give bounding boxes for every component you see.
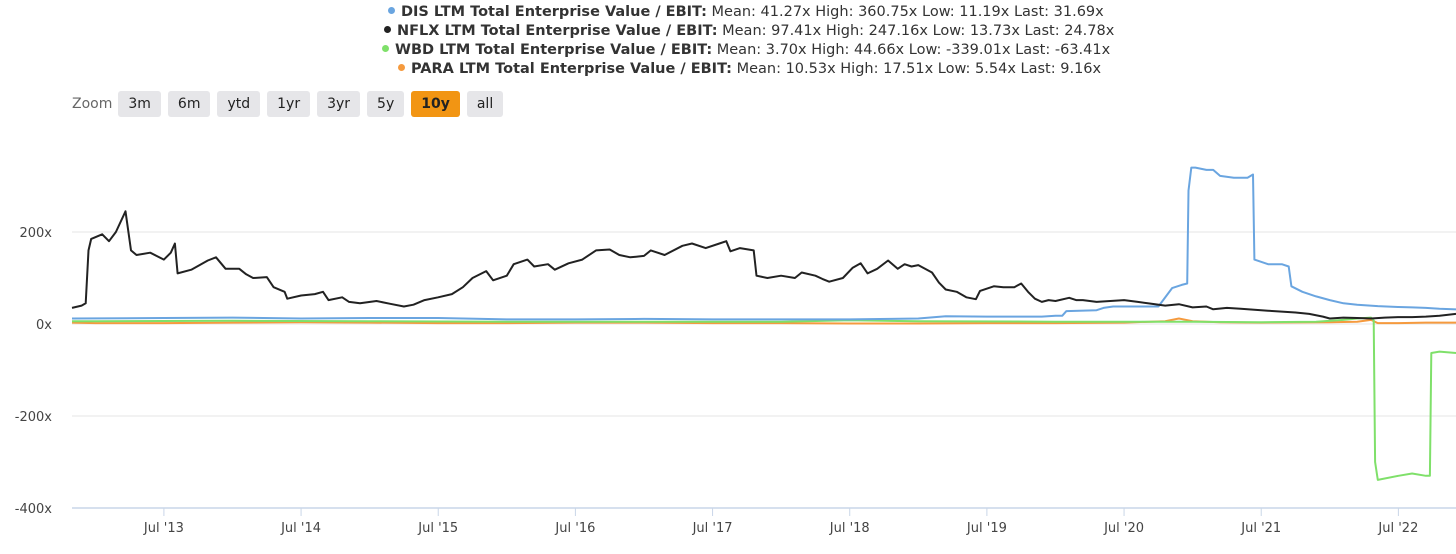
x-tick-label-jul-16: Jul '16 (554, 521, 595, 536)
zoom-selector: Zoom 3m 6m ytd 1yr 3yr 5y 10y all (72, 91, 510, 117)
legend-item-dis[interactable]: DIS LTM Total Enterprise Value / EBIT: M… (388, 4, 1104, 23)
x-tick-label-jul-22: Jul '22 (1377, 521, 1418, 536)
x-tick-label-jul-13: Jul '13 (143, 521, 184, 536)
series-line-para[interactable] (71, 317, 1456, 325)
zoom-button-ytd[interactable]: ytd (217, 91, 261, 117)
series-line-wbd[interactable] (72, 316, 1456, 481)
legend-stats-nflx: Mean: 97.41x High: 247.16x Low: 13.73x L… (722, 23, 1115, 39)
x-tick-label-jul-18: Jul '18 (829, 521, 870, 536)
legend-name-nflx: NFLX LTM Total Enterprise Value / EBIT: (397, 23, 718, 39)
legend-stats-wbd: Mean: 3.70x High: 44.66x Low: -339.01x L… (716, 42, 1111, 58)
legend-item-wbd[interactable]: WBD LTM Total Enterprise Value / EBIT: M… (382, 42, 1110, 61)
y-axis-labels: 200x 0x -200x -400x (15, 226, 53, 517)
y-tick-label-0x: 0x (36, 318, 52, 333)
legend-name-wbd: WBD LTM Total Enterprise Value / EBIT: (395, 42, 713, 58)
series-line-dis[interactable] (71, 166, 1456, 321)
zoom-button-all[interactable]: all (466, 91, 504, 117)
y-tick-label-neg200x: -200x (15, 410, 53, 425)
x-tick-label-jul-20: Jul '20 (1103, 521, 1144, 536)
legend-dot-para (398, 64, 405, 71)
series-lines (71, 166, 1456, 481)
y-tick-label-neg400x: -400x (15, 502, 53, 517)
legend-item-para[interactable]: PARA LTM Total Enterprise Value / EBIT: … (398, 61, 1101, 80)
zoom-label: Zoom (72, 96, 113, 112)
legend-stats-para: Mean: 10.53x High: 17.51x Low: 5.54x Las… (736, 61, 1102, 77)
x-tick-label-jul-19: Jul '19 (966, 521, 1007, 536)
x-axis-labels: Jul '13 Jul '14 Jul '15 Jul '16 Jul '17 Jul '… (143, 508, 1418, 536)
zoom-button-1yr[interactable]: 1yr (267, 91, 311, 117)
legend-dot-nflx (384, 26, 391, 33)
legend-dot-dis (388, 7, 395, 14)
legend-item-nflx[interactable]: NFLX LTM Total Enterprise Value / EBIT: … (384, 23, 1114, 42)
y-tick-label-200x: 200x (19, 226, 52, 241)
x-tick-label-jul-15: Jul '15 (417, 521, 458, 536)
x-tick-label-jul-21: Jul '21 (1240, 521, 1281, 536)
zoom-button-3yr[interactable]: 3yr (317, 91, 361, 117)
legend-name-dis: DIS LTM Total Enterprise Value / EBIT: (401, 4, 707, 20)
zoom-button-5y[interactable]: 5y (367, 91, 405, 117)
zoom-button-6m[interactable]: 6m (167, 91, 211, 117)
legend-name-para: PARA LTM Total Enterprise Value / EBIT: (411, 61, 732, 77)
series-line-nflx[interactable] (71, 210, 1456, 320)
x-tick-label-jul-17: Jul '17 (692, 521, 733, 536)
zoom-button-3m[interactable]: 3m (118, 91, 161, 117)
zoom-button-10y[interactable]: 10y (411, 91, 460, 117)
legend-stats-dis: Mean: 41.27x High: 360.75x Low: 11.19x L… (711, 4, 1104, 20)
legend-dot-wbd (382, 45, 389, 52)
x-tick-label-jul-14: Jul '14 (280, 521, 321, 536)
